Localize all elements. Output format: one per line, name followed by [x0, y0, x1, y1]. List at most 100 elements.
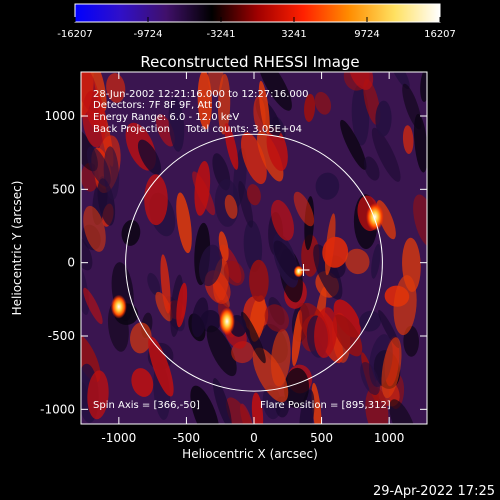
timestamp: 29-Apr-2022 17:25 — [373, 484, 495, 499]
emission-blob — [283, 367, 310, 409]
y-tick-label: -1000 — [40, 402, 75, 416]
emission-blob — [271, 199, 294, 241]
emission-blob — [332, 314, 363, 357]
emission-blob — [197, 72, 212, 130]
emission-blob — [106, 73, 126, 103]
emission-blob — [192, 171, 216, 216]
emission-blob — [311, 382, 322, 424]
emission-blob — [413, 194, 427, 248]
emission-blob — [403, 325, 420, 357]
emission-blob — [238, 180, 254, 228]
emission-blob — [393, 275, 417, 336]
emission-blob — [156, 114, 175, 147]
emission-blob — [420, 72, 427, 102]
emission-blob — [191, 297, 209, 338]
emission-blob — [121, 219, 141, 246]
emission-blob — [198, 244, 223, 287]
y-tick-label: 0 — [67, 256, 75, 270]
emission-blob — [224, 194, 238, 219]
emission-blob — [86, 146, 111, 187]
info-line: Back Projection Total counts: 3.05E+04 — [93, 124, 302, 135]
axis-ticks: -1000 -500 0 500 1000 -1000 -500 0 500 1000 — [40, 72, 427, 445]
emission-blob — [258, 72, 292, 111]
flare-position-label: Flare Position = [895,312] — [260, 400, 391, 411]
emission-blob — [359, 310, 382, 332]
colorbar-tick-label: -9724 — [133, 29, 162, 40]
emission-blob — [314, 91, 332, 115]
colorbar-tick-label: -16207 — [57, 29, 92, 40]
emission-blob — [137, 139, 162, 175]
emission-blob — [212, 378, 232, 424]
info-line: Detectors: 7F 8F 9F, Att 0 — [93, 100, 221, 111]
emission-blob — [389, 399, 417, 424]
hot-spot — [218, 307, 235, 336]
emission-blob — [168, 97, 185, 152]
emission-blob — [375, 100, 392, 137]
emission-blob — [103, 146, 120, 201]
emission-blob — [148, 336, 174, 397]
emission-blob — [291, 309, 303, 367]
emission-blob — [381, 337, 402, 399]
emission-blob — [176, 192, 192, 254]
emission-blob — [249, 259, 269, 302]
x-tick-label: -500 — [173, 431, 200, 445]
emission-blob — [82, 90, 107, 148]
emission-blob — [315, 172, 340, 200]
emission-blob — [389, 72, 410, 90]
y-tick-label: 500 — [52, 182, 75, 196]
y-axis-label: Heliocentric Y (arcsec) — [10, 181, 24, 316]
emission-blob — [246, 184, 261, 206]
emission-blob — [264, 304, 290, 333]
emission-blob — [304, 93, 316, 122]
x-axis-label: Heliocentric X (arcsec) — [182, 447, 318, 461]
emission-blob — [87, 370, 109, 420]
emission-blob — [365, 386, 389, 424]
emission-blob — [131, 368, 154, 397]
emission-blob — [160, 254, 171, 314]
emission-blob — [371, 243, 381, 279]
emission-blob — [413, 113, 427, 173]
emission-blob — [322, 236, 349, 268]
emission-blob — [208, 72, 224, 96]
emission-blob — [251, 392, 264, 424]
info-line: 28-Jun-2002 12:21:16.000 to 12:27:16.000 — [93, 89, 309, 100]
info-line: Energy Range: 6.0 - 12.0 keV — [93, 112, 239, 123]
hot-spot — [293, 265, 304, 278]
emission-blob — [224, 122, 239, 170]
emission-blob — [155, 291, 173, 322]
emission-blob — [218, 231, 229, 262]
hot-spot — [365, 202, 384, 231]
emission-blob — [293, 191, 315, 227]
emission-blob — [223, 260, 245, 286]
spin-axis-marker — [297, 264, 310, 276]
emission-blob — [243, 220, 263, 273]
emission-blob — [273, 240, 300, 281]
emission-blob — [81, 333, 101, 383]
y-tick-label: -500 — [48, 329, 75, 343]
hot-spot — [110, 294, 127, 319]
emission-blob — [241, 311, 266, 364]
emission-blob — [241, 132, 267, 185]
x-tick-label: 1000 — [374, 431, 405, 445]
colorbar-tick-label: 3241 — [281, 29, 306, 40]
spin-axis-label: Spin Axis = [366,-50] — [93, 400, 200, 411]
colorbar-tick-label: -3241 — [206, 29, 235, 40]
emission-blob — [340, 119, 367, 170]
colorbar — [75, 4, 440, 22]
emission-blob — [147, 272, 161, 296]
emission-blob — [258, 80, 270, 135]
emission-blob — [176, 282, 188, 328]
colorbar-tick-label: 16207 — [424, 29, 456, 40]
emission-blob — [314, 307, 338, 358]
emission-blob — [93, 72, 107, 111]
emission-blob — [81, 235, 93, 271]
emission-blob — [129, 322, 152, 354]
x-tick-label: -1000 — [101, 431, 136, 445]
x-tick-label: 500 — [310, 431, 333, 445]
emission-blob — [360, 361, 380, 396]
emission-blob — [83, 205, 106, 252]
colorbar-ticks: -16207 -9724 -3241 3241 9724 16207 — [57, 17, 456, 40]
emission-blob — [217, 73, 231, 135]
emission-blob — [402, 125, 414, 154]
